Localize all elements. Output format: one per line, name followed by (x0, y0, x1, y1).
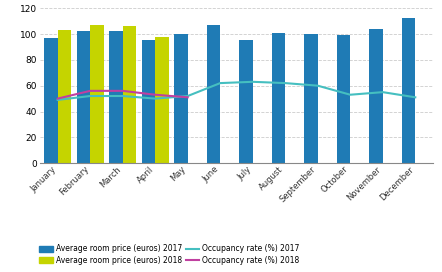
Bar (123, 26, 136, 163)
Bar (206, 25, 220, 163)
Bar (141, 41, 155, 163)
Bar (76, 32, 90, 163)
Bar (109, 32, 123, 163)
Bar (304, 34, 318, 163)
Bar (369, 29, 383, 163)
Legend: Average room price (euros) 2017, Average room price (euros) 2018, Occupancy rate: Average room price (euros) 2017, Average… (36, 242, 303, 268)
Bar (44, 38, 57, 163)
Bar (402, 18, 415, 163)
Bar (239, 41, 253, 163)
Bar (337, 35, 350, 163)
Bar (57, 30, 71, 163)
Bar (90, 25, 104, 163)
Bar (271, 33, 285, 163)
Bar (155, 37, 169, 163)
Bar (174, 34, 188, 163)
